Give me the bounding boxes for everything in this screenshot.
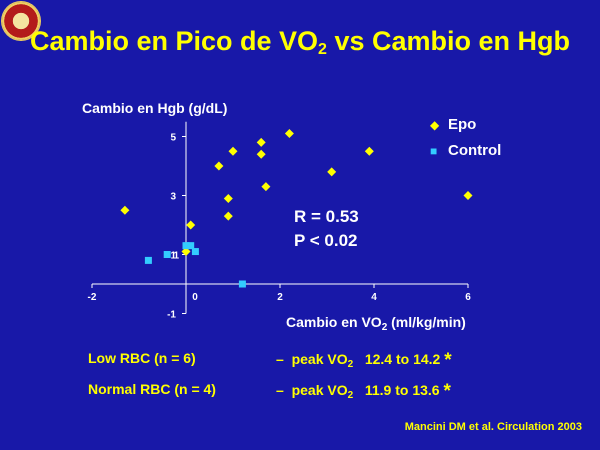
epo-point	[463, 191, 473, 200]
x-tick-label: 4	[371, 292, 377, 303]
control-point	[187, 242, 195, 250]
note-dash-low: –	[276, 351, 284, 367]
title-main: Cambio en Pico de VO	[29, 26, 319, 56]
x-axis-label-subscript: 2	[381, 322, 388, 333]
y-tick-label: -1	[167, 310, 176, 321]
x-tick-label: -2	[88, 292, 97, 303]
title-rest: vs Cambio en Hgb	[326, 26, 570, 56]
note-range-low: 12.4 to 14.2	[364, 351, 441, 367]
epo-point	[223, 193, 233, 203]
note-peak-low: peak VO	[291, 351, 348, 367]
epo-point	[223, 211, 233, 221]
stat-r: R = 0.53	[294, 207, 359, 226]
chart-points	[120, 129, 473, 288]
epo-point	[256, 137, 266, 147]
y-extra-label: 1	[173, 251, 179, 262]
legend-control: ■ Control	[430, 142, 501, 159]
asterisk-normal: *	[443, 381, 451, 402]
citation: Mancini DM et al. Circulation 2003	[404, 421, 582, 433]
epo-point	[181, 247, 191, 257]
y-tick-label: 5	[170, 133, 176, 144]
epo-point	[256, 149, 266, 159]
note-group-low: Low RBC (n = 6)	[88, 350, 196, 366]
y-axis-label: Cambio en Hgb (g/dL)	[82, 100, 228, 116]
x-tick-label: 0	[192, 292, 198, 303]
university-seal-logo	[2, 2, 40, 40]
epo-point	[186, 220, 196, 230]
note-peak-normal: peak VO	[291, 382, 348, 398]
x-axis-label: Cambio en VO2 (ml/kg/min)	[286, 314, 466, 333]
epo-point	[214, 161, 224, 171]
control-point	[163, 251, 171, 258]
y-tick-label: 3	[170, 192, 176, 203]
control-point	[144, 256, 152, 264]
legend-epo-label: Epo	[448, 116, 477, 133]
x-axis-label-main: Cambio en VO	[286, 314, 382, 330]
stat-p: P < 0.02	[294, 231, 358, 250]
x-axis-label-rest: (ml/kg/min)	[387, 314, 466, 330]
note-measure-normal: – peak VO2 11.9 to 13.6 *	[276, 381, 451, 403]
epo-point	[228, 146, 238, 156]
note-measure-low: – peak VO2 12.4 to 14.2 *	[276, 350, 452, 372]
slide-title: Cambio en Pico de VO2 vs Cambio en Hgb	[0, 26, 600, 59]
diamond-icon: ◆	[430, 118, 440, 132]
square-icon: ■	[430, 144, 438, 158]
note-dash-normal: –	[276, 382, 284, 398]
asterisk-low: *	[444, 350, 452, 371]
x-tick-label: 2	[277, 292, 283, 303]
note-range-normal: 11.9 to 13.6	[364, 382, 440, 398]
epo-point	[364, 146, 374, 156]
y-tick-label: 1	[170, 251, 176, 262]
legend-epo: ◆ Epo	[430, 116, 476, 133]
legend-control-label: Control	[448, 142, 502, 159]
note-sub-normal: 2	[347, 390, 354, 401]
control-point	[238, 280, 246, 288]
epo-point	[261, 182, 271, 192]
note-group-normal: Normal RBC (n = 4)	[88, 381, 216, 397]
control-point	[191, 248, 199, 256]
epo-point	[284, 129, 294, 139]
epo-point	[327, 167, 337, 177]
epo-point	[120, 205, 130, 215]
title-subscript: 2	[318, 41, 327, 58]
x-tick-label: 6	[465, 292, 471, 303]
note-sub-low: 2	[347, 359, 354, 370]
control-point	[182, 242, 190, 250]
